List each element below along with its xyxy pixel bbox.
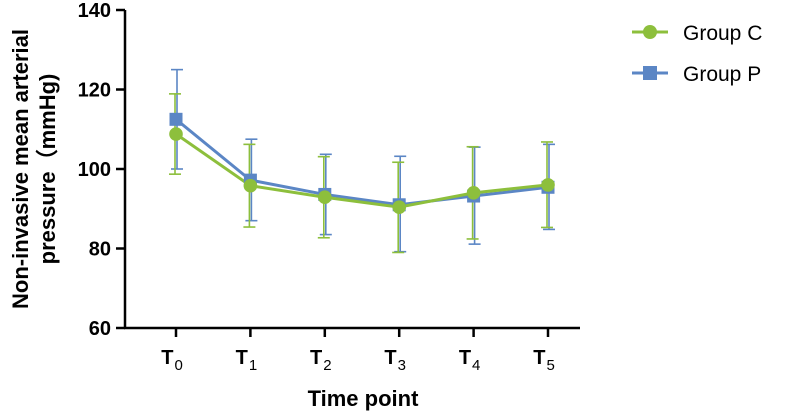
series-lines [175, 118, 549, 209]
data-point-circle [466, 186, 481, 200]
data-point-square [169, 112, 183, 126]
x-tick-label: T1 [236, 347, 258, 374]
data-point-circle [541, 178, 555, 192]
markers [169, 112, 555, 214]
data-point-circle [392, 200, 407, 214]
series-line-group-p [175, 118, 549, 207]
x-axis-title: Time point [308, 386, 419, 411]
y-axis-title-line2: pressure（mmHg) [35, 74, 60, 265]
y-tick-label: 120 [78, 80, 111, 102]
legend-item-group-p: Group P [632, 63, 761, 86]
legend-label-group-p: Group P [683, 63, 761, 86]
legend-circle-marker-icon [643, 25, 657, 39]
x-tick-label: T0 [161, 347, 183, 374]
y-tick-label: 100 [78, 159, 111, 181]
x-tick-label: T4 [459, 347, 481, 374]
legend-label-group-c: Group C [683, 22, 762, 45]
series-line-group-c [175, 132, 549, 209]
y-ticks: 60 80 100 120 140 [78, 0, 125, 340]
data-point-circle [318, 190, 332, 205]
data-point-circle [243, 178, 258, 193]
y-axis-title-line1: Non-invasive mean arterial [8, 29, 33, 309]
x-tick-label: T2 [310, 347, 332, 374]
x-tick-label: T3 [384, 347, 406, 374]
x-ticks: T0 T1 T2 T3 T4 T5 [161, 328, 555, 374]
y-tick-label: 80 [89, 239, 111, 261]
legend-square-marker-icon [643, 66, 657, 80]
y-tick-label: 60 [89, 318, 111, 340]
data-point-circle [169, 127, 183, 141]
x-tick-label: T5 [533, 347, 555, 374]
legend: Group C Group P [632, 22, 762, 86]
legend-item-group-c: Group C [632, 22, 762, 45]
y-tick-label: 140 [78, 0, 111, 22]
